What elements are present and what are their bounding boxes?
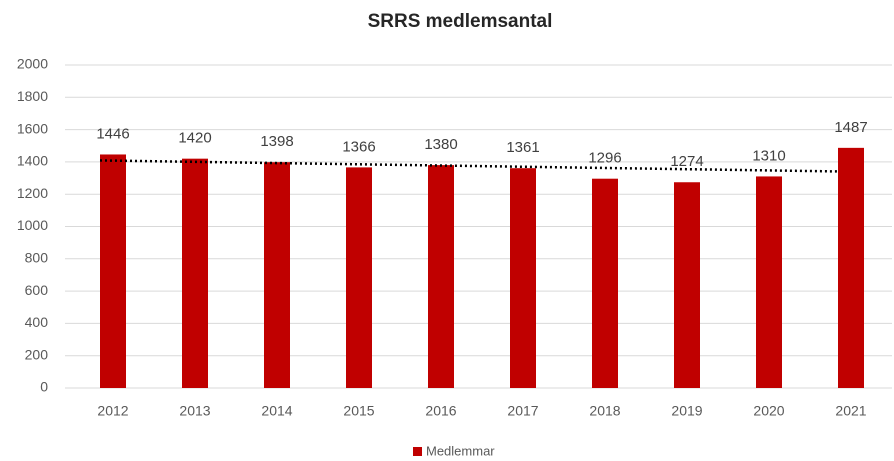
y-tick-label: 1400	[17, 153, 48, 169]
x-tick-label: 2012	[97, 403, 128, 419]
bar	[756, 176, 782, 388]
bar	[592, 178, 618, 388]
bar	[346, 167, 372, 388]
bar	[100, 154, 126, 388]
trendline	[99, 159, 839, 173]
x-tick-label: 2016	[425, 403, 456, 419]
data-label: 1274	[670, 153, 703, 170]
x-tick-label: 2020	[753, 403, 784, 419]
data-label: 1310	[752, 147, 785, 164]
y-tick-label: 1800	[17, 88, 48, 104]
bar	[838, 147, 864, 388]
y-tick-label: 1000	[17, 217, 48, 233]
y-tick-label: 600	[25, 282, 49, 298]
data-label: 1296	[588, 150, 621, 167]
legend-swatch	[413, 447, 422, 456]
x-tick-label: 2021	[835, 403, 866, 419]
bar	[264, 162, 290, 388]
data-label: 1487	[834, 119, 867, 136]
data-label: 1366	[342, 138, 375, 155]
y-tick-label: 1200	[17, 185, 48, 201]
x-tick-label: 2013	[179, 403, 210, 419]
data-label: 1398	[260, 133, 293, 150]
y-tick-label: 2000	[17, 56, 48, 72]
x-tick-label: 2017	[507, 403, 538, 419]
data-label: 1380	[424, 136, 457, 153]
bar	[182, 158, 208, 388]
y-tick-label: 0	[40, 379, 48, 395]
x-tick-label: 2014	[261, 403, 292, 419]
y-tick-label: 400	[25, 314, 49, 330]
x-tick-label: 2018	[589, 403, 620, 419]
x-tick-label: 2019	[671, 403, 702, 419]
data-label: 1446	[96, 125, 129, 142]
data-label: 1361	[506, 139, 539, 156]
legend-label: Medlemmar	[426, 443, 495, 458]
bar	[510, 168, 536, 388]
bar	[674, 182, 700, 388]
x-tick-label: 2015	[343, 403, 374, 419]
chart-title: SRRS medlemsantal	[368, 11, 553, 32]
y-tick-label: 1600	[17, 120, 48, 136]
y-tick-label: 200	[25, 346, 49, 362]
y-tick-label: 800	[25, 250, 49, 266]
bar	[428, 165, 454, 388]
data-label: 1420	[178, 130, 211, 147]
